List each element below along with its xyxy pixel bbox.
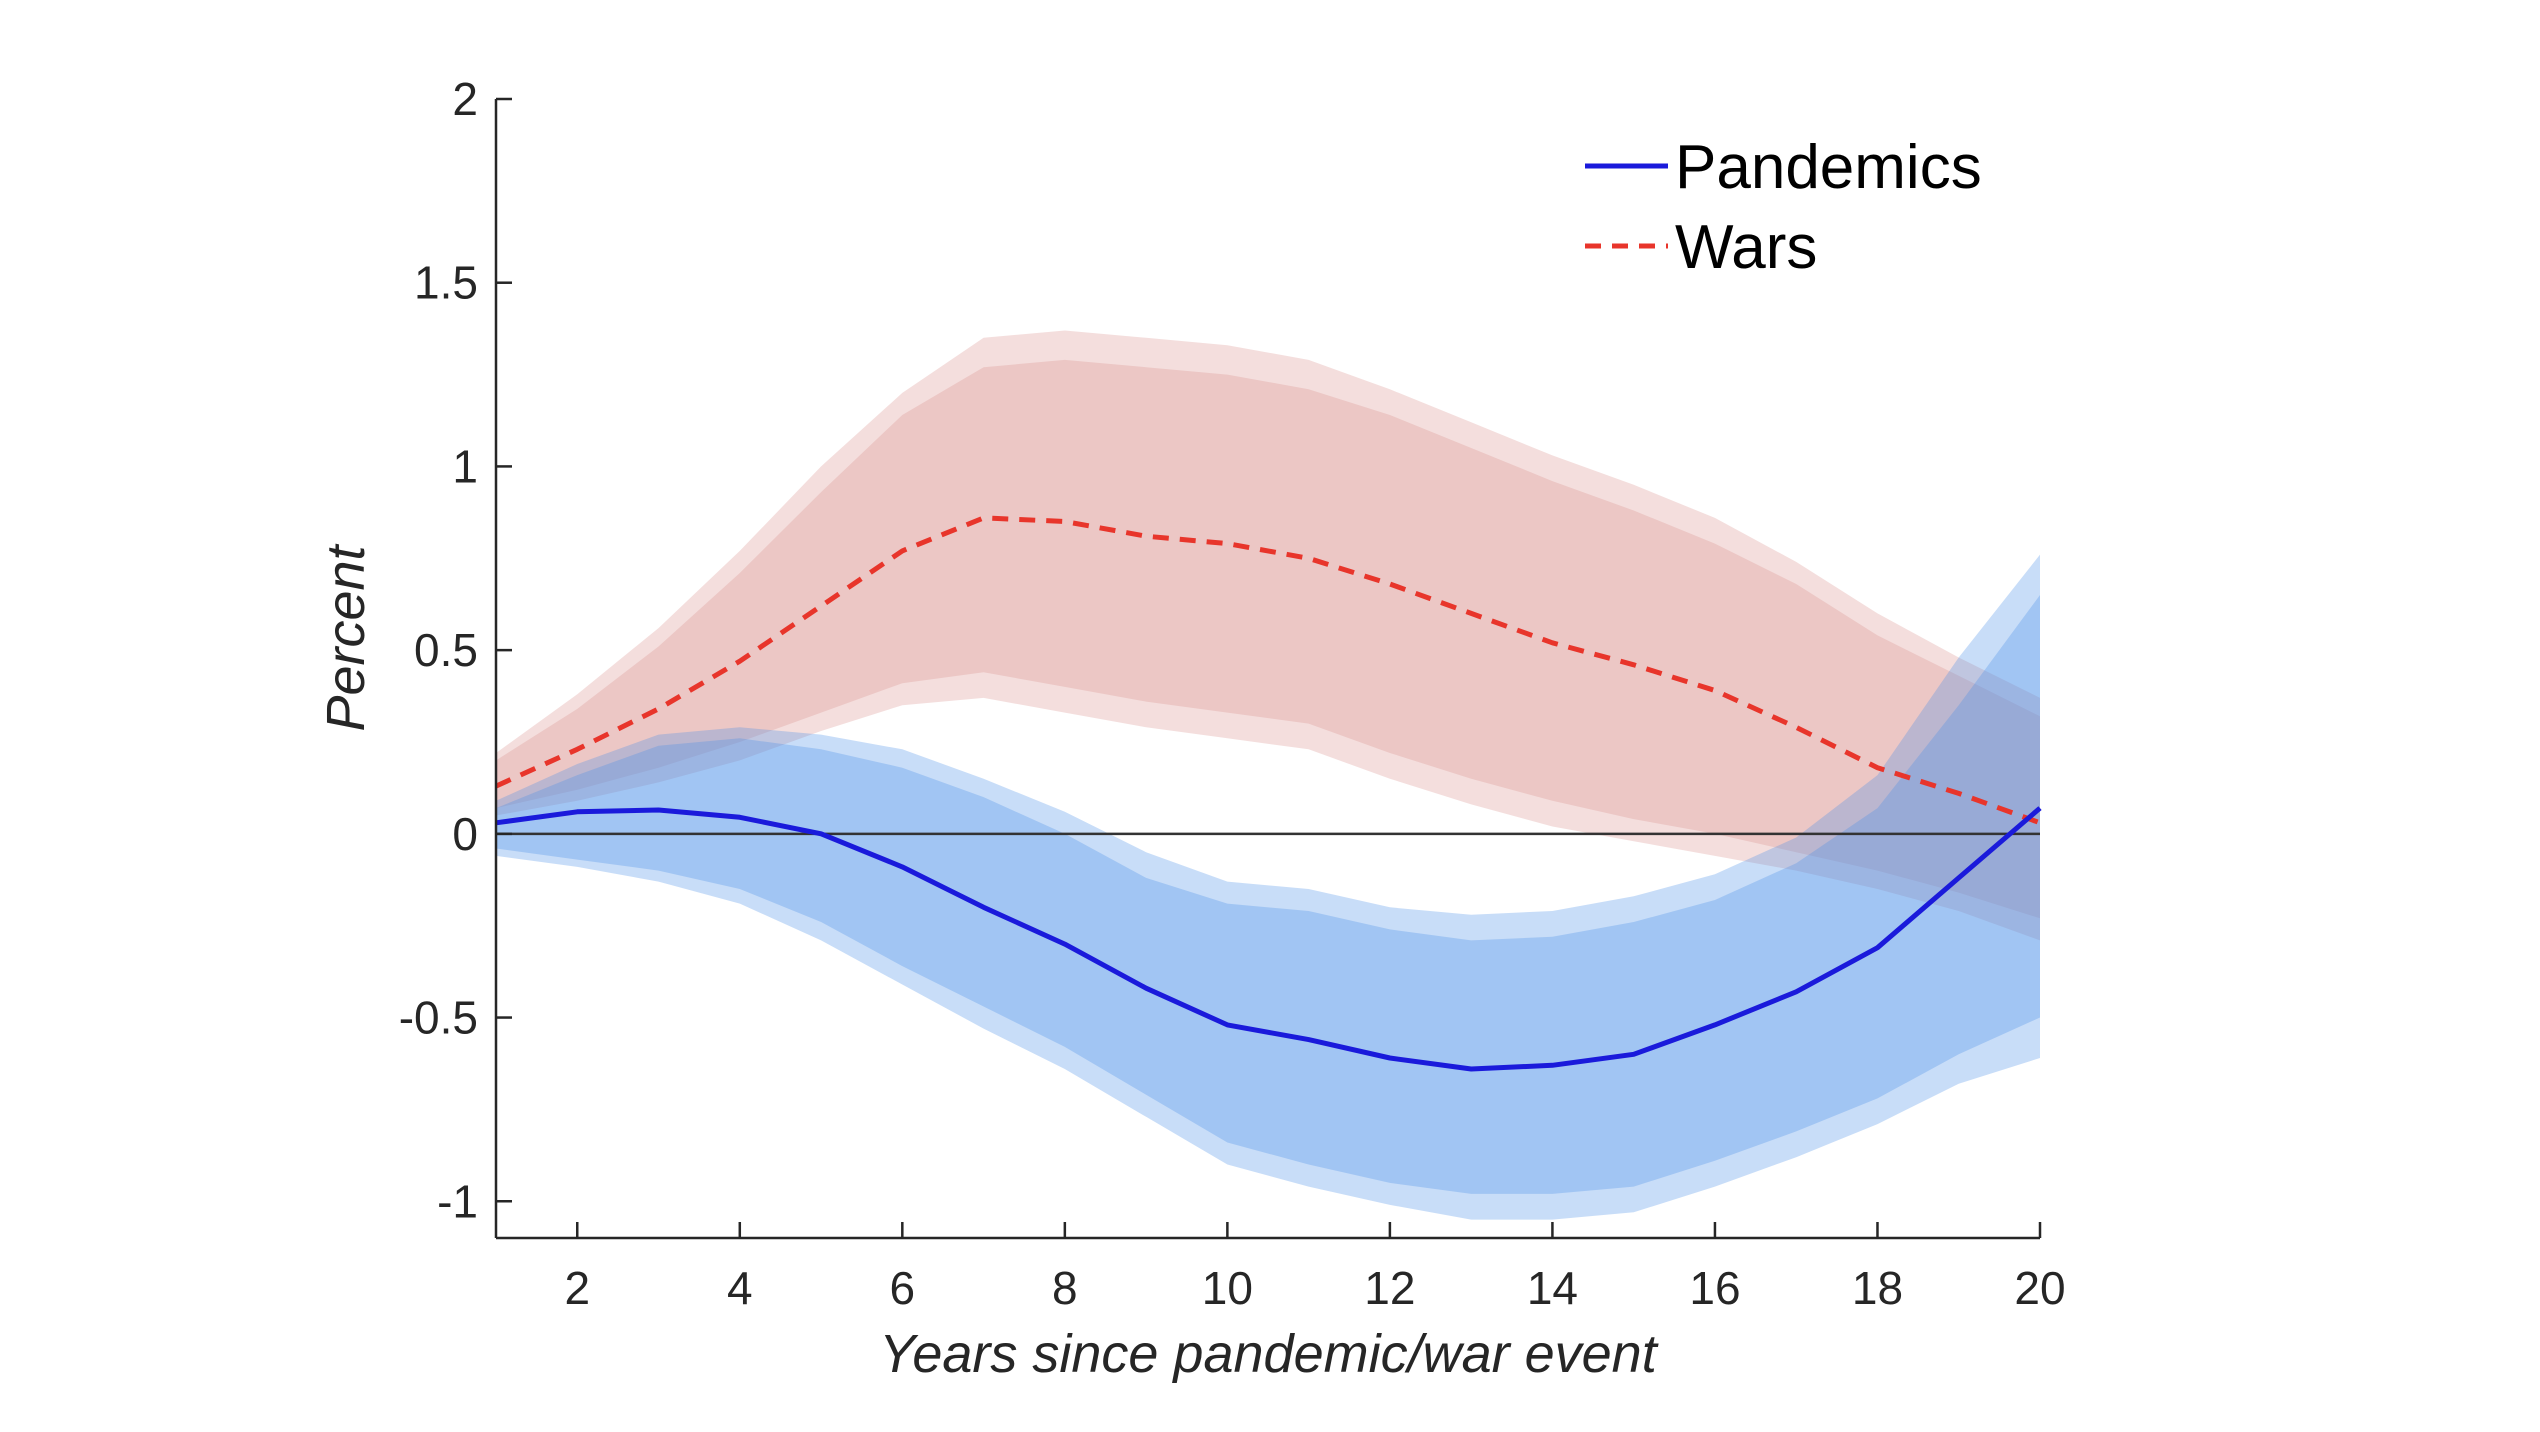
wars-line: [494, 515, 2041, 826]
series-lines: [494, 515, 2042, 1072]
pandemics-line: [495, 806, 2042, 1072]
x-tick-label: 12: [1364, 1262, 1415, 1314]
y-tick-label: 1: [452, 440, 478, 492]
y-tick-label: 0.5: [414, 624, 478, 676]
axes: -1 -0.5 0 0.5 1 1.5 2 2 4 6 8 10 12 14 16 18 20: [399, 73, 2066, 1314]
pandemics-outer-band: [496, 554, 2040, 1220]
x-tick-label: 20: [2014, 1262, 2065, 1314]
x-tick-label: 4: [727, 1262, 753, 1314]
confidence-bands: [496, 330, 2040, 1220]
x-tick-label: 16: [1689, 1262, 1740, 1314]
legend-label-pandemics: Pandemics: [1675, 133, 1982, 202]
x-tick-label: 10: [1202, 1262, 1253, 1314]
legend-label-wars: Wars: [1675, 213, 1817, 282]
x-tick-label: 18: [1852, 1262, 1903, 1314]
wars-outer-band: [496, 330, 2040, 941]
y-tick-label: -1: [437, 1175, 478, 1227]
pandemics-inner-band: [496, 595, 2040, 1194]
y-tick-label: 0: [452, 808, 478, 860]
y-tick-label: 1.5: [414, 257, 478, 309]
wars-inner-band: [496, 359, 2040, 919]
x-tick-label: 2: [564, 1262, 590, 1314]
x-tick-label: 14: [1527, 1262, 1578, 1314]
legend: Pandemics Wars: [1585, 133, 1982, 282]
x-axis-title: Years since pandemic/war event: [879, 1324, 1658, 1384]
x-tick-label: 8: [1052, 1262, 1078, 1314]
y-tick-label: 2: [452, 73, 478, 125]
y-axis-title: Percent: [316, 543, 376, 731]
x-tick-label: 6: [890, 1262, 916, 1314]
y-tick-label: -0.5: [399, 992, 478, 1044]
